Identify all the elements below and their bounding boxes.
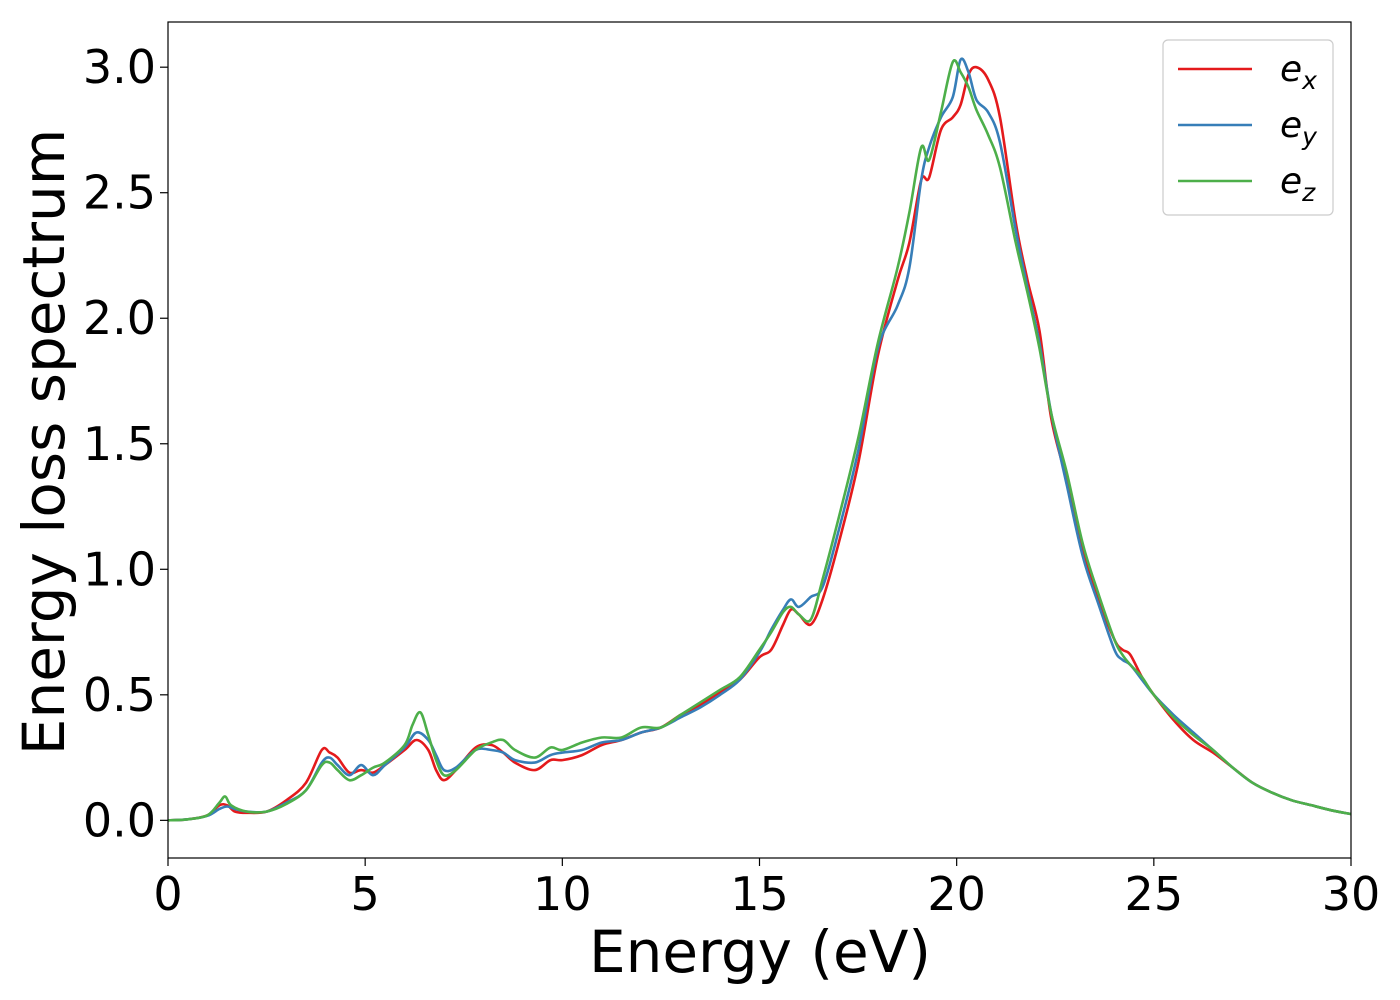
- legend-label: ez: [1280, 161, 1316, 207]
- series-line-e-y: [168, 57, 1351, 822]
- legend-label-base: e: [1280, 105, 1302, 146]
- legend-label: ex: [1280, 49, 1317, 95]
- x-tick-label: 15: [730, 867, 789, 921]
- x-tick-label: 30: [1322, 867, 1381, 921]
- legend-label-base: e: [1280, 161, 1302, 202]
- series-line-e-z: [168, 59, 1351, 822]
- x-tick-label: 5: [351, 867, 380, 921]
- y-tick-label: 0.5: [83, 668, 156, 722]
- x-tick-label: 20: [927, 867, 986, 921]
- plot-area: [168, 57, 1351, 822]
- legend-label: ey: [1280, 105, 1318, 151]
- y-tick-label: 2.5: [83, 166, 156, 220]
- legend-box: [1162, 39, 1334, 216]
- legend-label-subscript: x: [1301, 66, 1317, 95]
- y-tick-label: 0.0: [83, 793, 156, 847]
- legend-label-subscript: z: [1301, 178, 1316, 207]
- x-tick-label: 25: [1125, 867, 1184, 921]
- y-tick-label: 1.5: [83, 417, 156, 471]
- legend-label-subscript: y: [1301, 122, 1318, 151]
- y-tick-label: 3.0: [83, 40, 156, 94]
- x-axis-ticks: 0 5 10 15 20 25 30: [153, 858, 1380, 921]
- y-axis-label: Energy loss spectrum: [10, 129, 78, 755]
- legend-label-base: e: [1280, 49, 1302, 90]
- axes-frame: [167, 21, 1352, 859]
- x-axis-label: Energy (eV): [589, 918, 931, 986]
- y-tick-label: 1.0: [83, 542, 156, 596]
- x-tick-label: 0: [153, 867, 182, 921]
- y-tick-label: 2.0: [83, 291, 156, 345]
- y-axis-ticks: 0.0 0.5 1.0 1.5 2.0 2.5 3.0: [83, 40, 168, 847]
- x-tick-label: 10: [533, 867, 592, 921]
